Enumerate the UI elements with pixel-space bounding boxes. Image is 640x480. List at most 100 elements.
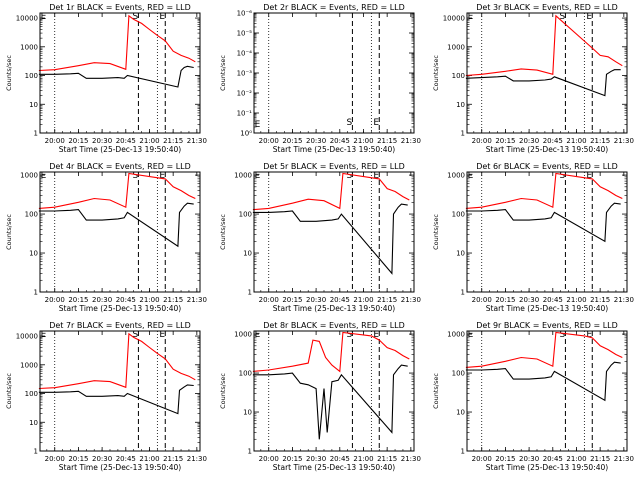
x-tick-label: 21:15 — [377, 455, 397, 463]
x-tick-label: 20:45 — [116, 296, 136, 304]
x-tick-label: 20:45 — [543, 296, 563, 304]
y-tick-label: 100 — [452, 72, 465, 80]
x-tick-label: 20:30 — [306, 455, 326, 463]
x-tick-label: 21:15 — [590, 455, 610, 463]
x-tick-label: 20:00 — [45, 137, 65, 145]
plot-frame — [253, 330, 415, 452]
marker-label: E — [41, 330, 47, 340]
lld-series-line — [38, 14, 196, 72]
y-tick-label: 100 — [25, 390, 38, 398]
lld-series-line — [465, 331, 623, 368]
y-tick-label: 1 — [248, 448, 252, 456]
x-tick-label: 20:15 — [282, 137, 302, 145]
x-tick-label: 20:15 — [68, 137, 88, 145]
marker-label: E — [159, 330, 165, 340]
y-tick-label: 100 — [25, 211, 38, 219]
y-tick-label: 100 — [452, 370, 465, 378]
y-tick-label: 10000 — [443, 15, 465, 23]
marker-label: E — [41, 171, 47, 181]
y-tick-label: 10⁻⁵ — [237, 30, 253, 38]
x-tick-label: 20:45 — [116, 137, 136, 145]
events-series-line — [465, 202, 621, 243]
marker-label: E — [586, 12, 592, 22]
marker-label: S — [347, 171, 353, 181]
y-axis-label: Counts/sec — [219, 373, 227, 409]
marker-label: S — [347, 118, 353, 128]
x-tick-label: 21:15 — [590, 137, 610, 145]
x-tick-label: 20:15 — [495, 296, 515, 304]
marker-label: S — [347, 330, 353, 340]
chart-panel: Det 8r BLACK = Events, RED = LLD 20:00 20:… — [219, 321, 421, 472]
marker-label: E — [159, 12, 165, 22]
y-tick-label: 10000 — [16, 333, 38, 341]
marker-label: S — [133, 330, 139, 340]
events-series-line — [465, 361, 621, 402]
y-tick-label: 10⁻¹ — [237, 110, 253, 118]
y-tick-label: 10 — [29, 419, 38, 427]
y-tick-label: 10⁻⁴ — [237, 50, 253, 58]
x-tick-label: 20:00 — [472, 137, 492, 145]
lld-series-line — [38, 332, 196, 390]
events-series-line — [465, 69, 621, 97]
x-axis-label: Start Time (25-Dec-13 19:50:40) — [59, 304, 181, 313]
x-tick-label: 20:00 — [45, 296, 65, 304]
x-tick-label: 20:30 — [92, 296, 112, 304]
x-tick-label: 21:00 — [139, 137, 159, 145]
y-axis-label: Counts/sec — [219, 214, 227, 250]
marker-label: S — [133, 171, 139, 181]
x-tick-label: 21:00 — [353, 296, 373, 304]
x-tick-label: 20:15 — [282, 296, 302, 304]
chart-title: Det 9r BLACK = Events, RED = LLD — [476, 321, 618, 330]
y-tick-label: 100 — [239, 211, 252, 219]
y-tick-label: 100 — [239, 370, 252, 378]
marker-label: E — [468, 171, 474, 181]
marker-label: E — [586, 171, 592, 181]
y-tick-label: 1000 — [20, 172, 38, 180]
x-tick-label: 20:30 — [306, 296, 326, 304]
marker-label: S — [560, 330, 566, 340]
chart-panel: Det 3r BLACK = Events, RED = LLD 20:00 20:… — [432, 3, 634, 154]
x-axis-label: Start Time (25-Dec-13 19:50:40) — [486, 145, 608, 154]
x-tick-label: 21:15 — [377, 137, 397, 145]
marker-label: S — [560, 12, 566, 22]
chart-title: Det 3r BLACK = Events, RED = LLD — [476, 3, 618, 12]
marker-label: E — [586, 330, 592, 340]
events-series-line — [252, 364, 408, 440]
x-tick-label: 21:00 — [566, 455, 586, 463]
x-tick-label: 20:45 — [543, 455, 563, 463]
chart-title: Det 8r BLACK = Events, RED = LLD — [263, 321, 405, 330]
marker-label: E — [255, 120, 261, 130]
marker-label: E — [468, 12, 474, 22]
x-tick-label: 21:15 — [163, 137, 183, 145]
x-tick-label: 21:30 — [187, 455, 207, 463]
y-tick-label: 10⁰ — [240, 130, 252, 138]
y-tick-label: 1 — [461, 448, 465, 456]
x-tick-label: 21:00 — [566, 137, 586, 145]
y-tick-label: 1 — [461, 289, 465, 297]
y-tick-label: 10 — [29, 250, 38, 258]
x-tick-label: 20:45 — [330, 455, 350, 463]
x-tick-label: 20:00 — [472, 455, 492, 463]
y-axis-label: Counts/sec — [219, 55, 227, 91]
x-axis-label: Start Time (25-Dec-13 19:50:40) — [273, 304, 395, 313]
marker-label: E — [255, 330, 261, 340]
y-axis-label: Counts/sec — [432, 214, 440, 250]
x-tick-label: 21:00 — [139, 296, 159, 304]
x-tick-label: 20:00 — [259, 455, 279, 463]
x-tick-label: 20:30 — [519, 137, 539, 145]
events-series-line — [38, 65, 194, 88]
x-tick-label: 21:00 — [566, 296, 586, 304]
lld-series-line — [38, 172, 196, 209]
x-tick-label: 20:30 — [519, 296, 539, 304]
lld-series-line — [465, 172, 623, 209]
x-tick-label: 21:15 — [163, 296, 183, 304]
x-tick-label: 21:00 — [353, 137, 373, 145]
y-tick-label: 100 — [25, 72, 38, 80]
x-tick-label: 21:30 — [401, 296, 421, 304]
x-tick-label: 20:15 — [68, 455, 88, 463]
plot-frame — [466, 12, 628, 134]
